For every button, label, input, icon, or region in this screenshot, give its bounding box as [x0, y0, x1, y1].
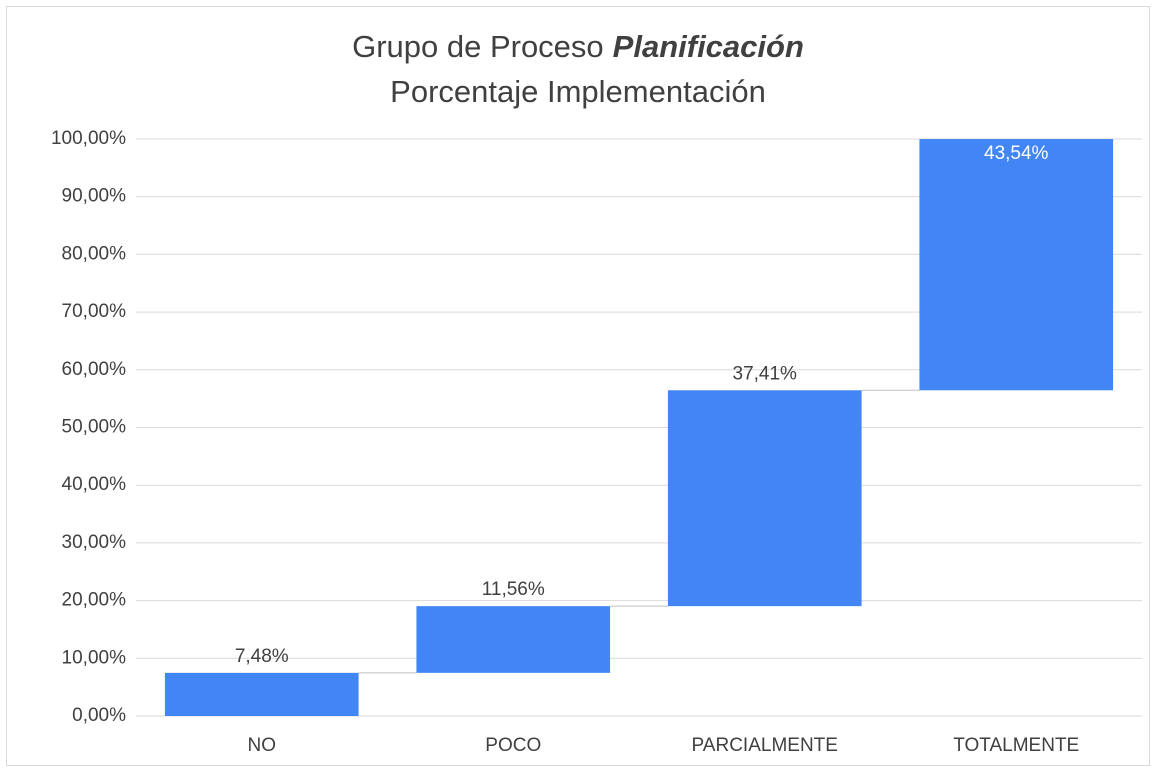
title-main: Grupo de Proceso [352, 29, 604, 64]
y-tick-label: 80,00% [62, 243, 127, 264]
x-tick-label: POCO [485, 735, 541, 756]
y-tick-label: 10,00% [62, 647, 127, 668]
x-tick-label: TOTALMENTE [953, 735, 1079, 756]
data-label: 11,56% [482, 579, 545, 600]
bar [919, 139, 1114, 391]
bar [416, 606, 611, 673]
data-label: 43,54% [984, 143, 1049, 164]
bar [667, 390, 862, 607]
y-tick-label: 90,00% [62, 186, 127, 207]
chart-subtitle: Porcentaje Implementación [390, 74, 766, 109]
y-tick-label: 60,00% [62, 359, 127, 380]
y-tick-label: 50,00% [62, 417, 127, 438]
data-label: 7,48% [235, 646, 289, 667]
y-tick-label: 20,00% [62, 590, 127, 611]
bar [164, 672, 359, 716]
title-emphasis: Planificación [613, 29, 804, 64]
chart-title: Grupo de Proceso Planificación [352, 29, 804, 64]
data-label: 37,41% [733, 363, 798, 384]
x-tick-label: PARCIALMENTE [692, 735, 838, 756]
y-tick-label: 40,00% [62, 474, 127, 495]
y-tick-label: 100,00% [51, 128, 126, 149]
y-tick-label: 70,00% [62, 301, 127, 322]
x-tick-label: NO [248, 735, 277, 756]
y-tick-label: 30,00% [62, 532, 127, 553]
y-tick-label: 0,00% [72, 705, 126, 726]
